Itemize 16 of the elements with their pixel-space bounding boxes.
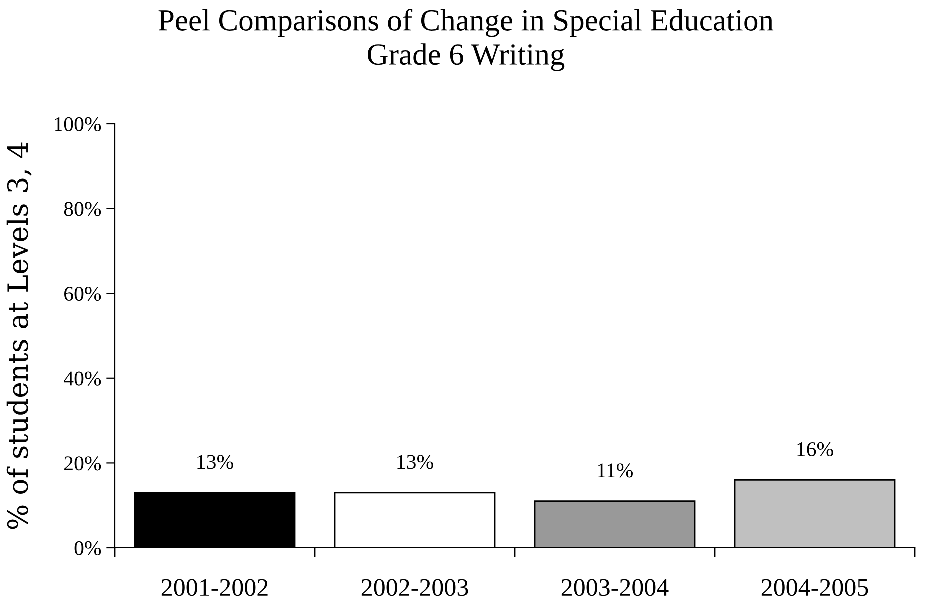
- data-label: 13%: [398, 455, 434, 470]
- y-tick-label: 40%: [64, 372, 102, 386]
- x-tick-label: 2004-2005: [762, 579, 868, 596]
- y-tick-label: 60%: [64, 286, 102, 302]
- chart-title: Peel Comparisons of Change in Special Education Grade 6 Writing: [158, 9, 774, 72]
- x-tick-label: 2003-2004: [562, 579, 669, 596]
- x-tick-label: 2002-2003: [362, 579, 468, 596]
- y-tick-label: 80%: [64, 202, 102, 216]
- data-label: 11%: [598, 464, 633, 478]
- y-tick-label: 20%: [64, 456, 102, 471]
- y-tick-label: 0%: [74, 541, 102, 556]
- y-axis-title: % of students at Levels 3, 4: [6, 142, 32, 530]
- data-label: 16%: [798, 442, 834, 457]
- data-label: 13%: [198, 455, 234, 470]
- y-tick-label: 100%: [55, 117, 102, 132]
- x-tick-label: 2001-2002: [162, 579, 268, 596]
